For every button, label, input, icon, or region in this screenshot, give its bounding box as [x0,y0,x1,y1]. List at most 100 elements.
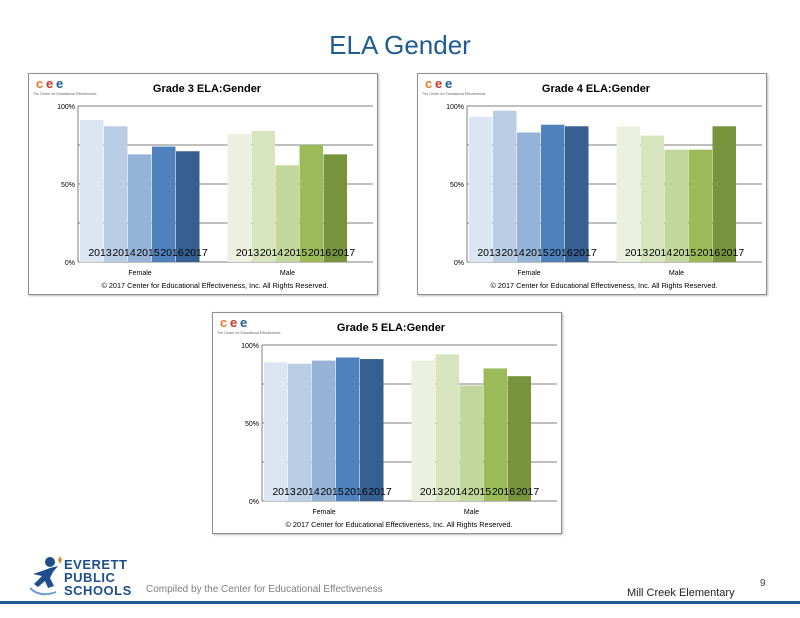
cee-logo-tagline: The Center for Educational Effectiveness [33,92,97,96]
district-logo-line1: EVERETT [64,557,128,572]
y-tick-label: 50% [245,421,259,428]
cee-logo-letter: e [240,315,247,330]
category-label: Male [669,270,684,277]
bar [80,120,104,262]
series-year-label: 2016 [492,486,516,498]
cee-logo-letter: e [445,76,452,91]
series-year-label: 2014 [260,247,284,259]
bar [299,145,323,262]
bar [469,116,493,262]
bar [712,126,736,262]
bar [507,376,531,501]
slide-title: ELA Gender [329,30,471,60]
category-label: Male [280,270,295,277]
bar [104,126,128,262]
bar [251,130,275,262]
y-tick-label: 0% [454,260,464,267]
y-tick-label: 0% [65,260,75,267]
footer-divider [0,601,800,604]
category-label: Male [464,509,479,516]
series-year-label: 2016 [308,247,332,259]
bar [541,124,565,262]
bar [688,149,712,262]
series-year-label: 2017 [368,486,392,498]
bar [275,165,299,262]
series-year-label: 2013 [477,247,501,259]
cee-logo-tagline: The Center for Educational Effectiveness [422,92,486,96]
series-year-label: 2016 [344,486,368,498]
chart-title: Grade 5 ELA:Gender [337,322,446,334]
series-year-label: 2015 [673,247,697,259]
bar [288,363,312,501]
series-year-label: 2017 [516,486,540,498]
bar [483,368,507,501]
bar [616,126,640,262]
bar [640,135,664,262]
category-label: Female [312,509,335,516]
bar [176,151,200,262]
bar [264,362,288,501]
district-logo-line3: SCHOOLS [64,583,132,598]
bar [411,360,435,501]
series-year-label: 2014 [112,247,136,259]
cee-logo-letter: c [220,315,227,330]
bar [565,126,589,262]
series-year-label: 2016 [549,247,573,259]
category-label: Female [128,270,151,277]
bar [227,134,251,262]
series-year-label: 2013 [88,247,112,259]
series-year-label: 2013 [236,247,260,259]
series-year-label: 2017 [332,247,356,259]
series-year-label: 2017 [184,247,208,259]
cee-logo-letter: e [56,76,63,91]
footer-compiled-by: Compiled by the Center for Educational E… [146,584,383,595]
series-year-label: 2015 [136,247,160,259]
category-label: Female [517,270,540,277]
series-year-label: 2015 [284,247,308,259]
bar [435,354,459,501]
bar [323,154,347,262]
cee-logo-letter: e [435,76,442,91]
page-number: 9 [760,578,766,589]
bar [664,149,688,262]
cee-logo-tagline: The Center for Educational Effectiveness [217,331,281,335]
cee-logo-letter: e [230,315,237,330]
series-year-label: 2015 [525,247,549,259]
chart-panel-grade-4: c e e The Center for Educational Effectiven… [417,73,767,295]
series-year-label: 2014 [444,486,468,498]
series-year-label: 2016 [697,247,721,259]
series-year-label: 2014 [296,486,320,498]
chart-copyright: © 2017 Center for Educational Effectiven… [490,281,717,290]
district-logo-text: EVERETT PUBLIC SCHOOLS [64,557,132,598]
series-year-label: 2015 [468,486,492,498]
chart-copyright: © 2017 Center for Educational Effectiven… [101,281,328,290]
bar [312,360,336,501]
y-tick-label: 100% [446,104,464,111]
series-year-label: 2013 [625,247,649,259]
district-logo-line2: PUBLIC [64,570,116,585]
series-year-label: 2017 [721,247,745,259]
y-tick-label: 50% [450,182,464,189]
cee-logo-letter: c [425,76,432,91]
series-year-label: 2014 [649,247,673,259]
series-year-label: 2013 [420,486,444,498]
district-logo-figure-icon [29,556,62,596]
bar [493,110,517,263]
chart-title: Grade 4 ELA:Gender [542,83,651,95]
series-year-label: 2014 [501,247,525,259]
footer-school-name: Mill Creek Elementary [627,587,735,599]
y-tick-label: 100% [241,343,259,350]
bar [517,132,541,262]
series-year-label: 2015 [320,486,344,498]
series-year-label: 2016 [160,247,184,259]
series-year-label: 2017 [573,247,597,259]
bar [360,359,384,501]
cee-logo-letter: e [46,76,53,91]
chart-title: Grade 3 ELA:Gender [153,83,262,95]
bar [152,146,176,262]
y-tick-label: 0% [249,499,259,506]
chart-panel-grade-3: c e e The Center for Educational Effectiven… [28,73,378,295]
